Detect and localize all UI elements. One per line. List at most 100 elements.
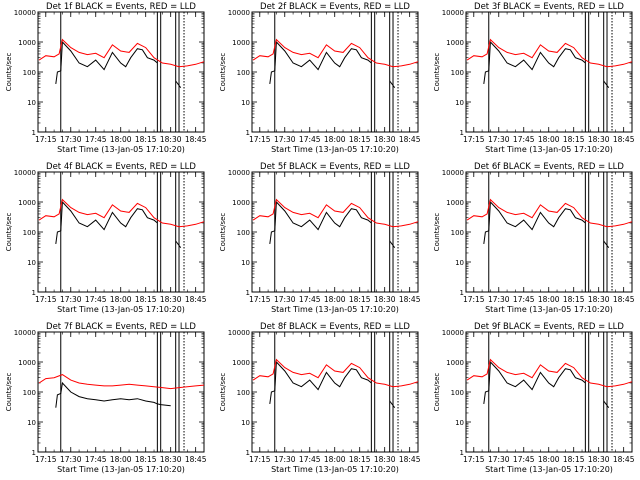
chart-panel-4: Det 4f BLACK = Events, RED = LLD 1 10 100 10…: [5, 162, 207, 314]
chart-title: Det 8f BLACK = Events, RED = LLD: [260, 322, 410, 332]
y-tick-label: 10000: [442, 9, 464, 17]
chart-title: Det 5f BLACK = Events, RED = LLD: [260, 162, 410, 172]
y-tick-label: 100: [23, 229, 36, 237]
events-series-line: [483, 40, 586, 84]
y-tick-label: 100: [237, 389, 250, 397]
x-tick-label: 18:45: [185, 295, 207, 304]
x-tick-label: 18:30: [160, 455, 182, 464]
x-tick-label: 18:45: [399, 455, 421, 464]
y-tick-label: 1: [32, 289, 36, 297]
y-tick-label: 100: [451, 389, 464, 397]
events-series-line: [483, 200, 586, 244]
x-tick-label: 17:15: [35, 135, 57, 144]
y-tick-label: 10000: [14, 9, 36, 17]
x-tick-label: 18:00: [110, 295, 132, 304]
x-tick-label: 18:00: [324, 295, 346, 304]
x-tick-label: 18:15: [349, 295, 371, 304]
y-tick-label: 100: [23, 69, 36, 77]
y-tick-label: 1000: [18, 39, 36, 47]
x-tick-label: 17:45: [299, 135, 321, 144]
x-tick-label: 18:15: [135, 455, 157, 464]
chart-panel-8: Det 8f BLACK = Events, RED = LLD 1 10 100 10…: [219, 322, 421, 474]
lld-series-line: [466, 38, 633, 68]
lld-series-line: [38, 374, 205, 390]
x-tick-label: 18:30: [374, 135, 396, 144]
lld-series-line: [38, 198, 205, 228]
x-tick-label: 17:30: [60, 295, 82, 304]
y-axis-label: Counts/sec: [5, 53, 13, 92]
events-series-line: [55, 200, 158, 244]
x-tick-label: 18:45: [613, 455, 635, 464]
y-tick-label: 1: [32, 129, 36, 137]
x-axis-label: Start Time (13-Jan-05 17:10:20): [485, 465, 613, 474]
y-axis-label: Counts/sec: [433, 373, 441, 412]
y-tick-label: 10000: [442, 329, 464, 337]
y-tick-label: 1000: [446, 359, 464, 367]
x-tick-label: 17:45: [85, 455, 107, 464]
x-tick-label: 17:45: [299, 455, 321, 464]
x-tick-label: 17:45: [299, 295, 321, 304]
y-axis-label: Counts/sec: [433, 53, 441, 92]
x-axis-label: Start Time (13-Jan-05 17:10:20): [57, 465, 185, 474]
y-tick-label: 10: [241, 259, 250, 267]
x-tick-label: 18:00: [324, 455, 346, 464]
x-tick-label: 17:15: [463, 455, 485, 464]
x-tick-label: 18:00: [538, 295, 560, 304]
y-tick-label: 10000: [228, 169, 250, 177]
x-tick-label: 17:45: [513, 295, 535, 304]
x-tick-label: 17:15: [35, 295, 57, 304]
y-tick-label: 10000: [14, 329, 36, 337]
chart-title: Det 1f BLACK = Events, RED = LLD: [46, 2, 196, 12]
x-tick-label: 18:30: [588, 135, 610, 144]
x-tick-label: 18:15: [563, 135, 585, 144]
y-tick-label: 1000: [446, 39, 464, 47]
x-tick-label: 17:30: [274, 295, 296, 304]
lld-series-line: [38, 38, 205, 68]
y-axis-label: Counts/sec: [219, 53, 227, 92]
y-tick-label: 10: [455, 99, 464, 107]
y-axis-label: Counts/sec: [5, 373, 13, 412]
chart-panel-6: Det 6f BLACK = Events, RED = LLD 1 10 100 10…: [433, 162, 635, 314]
x-tick-label: 17:30: [274, 455, 296, 464]
chart-title: Det 4f BLACK = Events, RED = LLD: [46, 162, 196, 172]
y-tick-label: 1000: [446, 199, 464, 207]
x-axis-label: Start Time (13-Jan-05 17:10:20): [485, 305, 613, 314]
lld-series-line: [252, 38, 419, 68]
events-series-line: [175, 240, 182, 248]
x-tick-label: 18:15: [563, 455, 585, 464]
y-axis-label: Counts/sec: [219, 373, 227, 412]
x-tick-label: 18:45: [399, 295, 421, 304]
chart-title: Det 7f BLACK = Events, RED = LLD: [46, 322, 196, 332]
x-tick-label: 18:45: [399, 135, 421, 144]
events-series-line: [603, 400, 610, 408]
chart-panel-7: Det 7f BLACK = Events, RED = LLD 1 10 100 10…: [5, 322, 207, 474]
x-axis-label: Start Time (13-Jan-05 17:10:20): [57, 305, 185, 314]
y-tick-label: 10: [241, 99, 250, 107]
x-tick-label: 17:45: [513, 135, 535, 144]
y-tick-label: 100: [237, 69, 250, 77]
x-tick-label: 18:30: [160, 295, 182, 304]
events-series-line: [389, 240, 396, 248]
x-tick-label: 18:30: [160, 135, 182, 144]
x-tick-label: 18:15: [563, 295, 585, 304]
x-tick-label: 17:30: [60, 455, 82, 464]
chart-panel-5: Det 5f BLACK = Events, RED = LLD 1 10 100 10…: [219, 162, 421, 314]
y-tick-label: 10: [241, 419, 250, 427]
y-tick-label: 1: [32, 449, 36, 457]
x-tick-label: 18:30: [588, 455, 610, 464]
x-tick-label: 17:45: [513, 455, 535, 464]
y-tick-label: 100: [23, 389, 36, 397]
y-tick-label: 10: [27, 419, 36, 427]
lld-series-line: [252, 358, 419, 388]
x-axis-label: Start Time (13-Jan-05 17:10:20): [485, 145, 613, 154]
x-tick-label: 18:30: [588, 295, 610, 304]
x-tick-label: 17:15: [463, 135, 485, 144]
x-tick-label: 18:45: [613, 135, 635, 144]
chart-panel-3: Det 3f BLACK = Events, RED = LLD 1 10 100 10…: [433, 2, 635, 154]
y-tick-label: 100: [237, 229, 250, 237]
x-tick-label: 18:30: [374, 455, 396, 464]
y-axis-label: Counts/sec: [219, 213, 227, 252]
chart-panel-1: Det 1f BLACK = Events, RED = LLD 1 10 100 10…: [5, 2, 207, 154]
y-tick-label: 1000: [18, 359, 36, 367]
